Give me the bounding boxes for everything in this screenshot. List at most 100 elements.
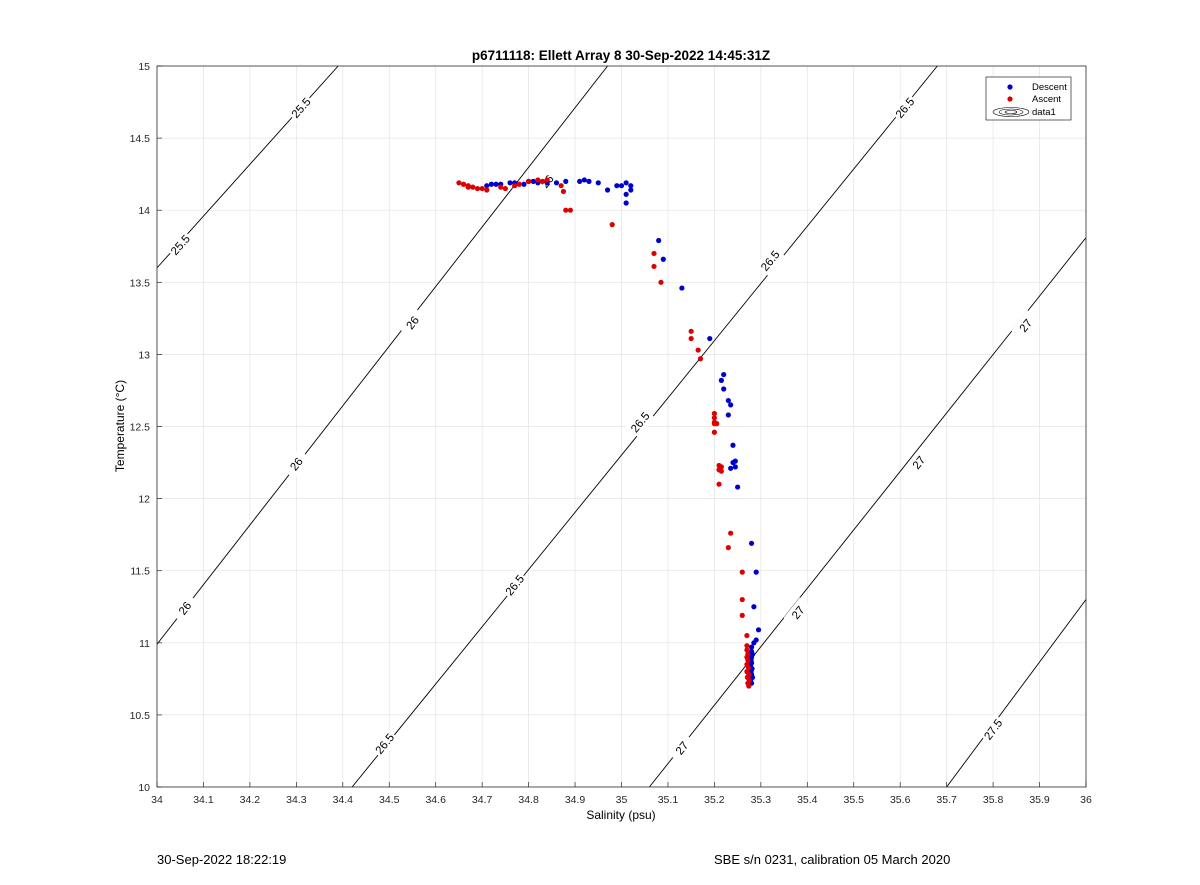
data-point-ascent — [688, 335, 694, 342]
data-point-ascent — [544, 177, 550, 183]
data-point-descent — [730, 459, 736, 466]
data-point-descent — [721, 386, 727, 392]
data-point-descent — [721, 371, 727, 378]
data-point-descent — [507, 180, 513, 186]
data-point-descent — [577, 178, 583, 184]
data-point-ascent — [484, 187, 490, 193]
data-point-ascent — [526, 178, 532, 184]
data-point-ascent — [516, 181, 522, 187]
density-contour-labels: 25.525.52626262626.526.526.526.526.52727… — [165, 92, 1040, 764]
data-point-descent — [521, 181, 527, 187]
contour-label-bg — [890, 92, 920, 123]
data-point-descent — [751, 604, 757, 610]
legend-entry-ascent: Ascent — [1032, 94, 1061, 105]
data-point-ascent — [560, 188, 567, 195]
data-point-ascent — [465, 184, 471, 190]
x-tick-label: 35.8 — [983, 794, 1004, 806]
data-point-ascent — [460, 181, 467, 187]
x-tick-label: 35.1 — [658, 794, 679, 806]
x-tick-label: 34.2 — [240, 794, 261, 806]
data-point-ascent — [539, 178, 546, 184]
data-point-descent — [732, 464, 738, 470]
data-point-descent — [604, 187, 611, 193]
data-point-ascent — [745, 657, 751, 663]
data-point-descent — [614, 183, 620, 189]
contour-label-bg — [398, 307, 427, 338]
axis-ticks: 34 34.1 34.2 34.3 34.4 34.5 34.6 34.7 34.8 34.9 35… — [130, 61, 1092, 806]
data-point-ascent — [746, 683, 752, 689]
y-tick-label: 15 — [138, 61, 150, 73]
x-axis-label: Salinity (psu) — [586, 808, 655, 822]
x-tick-label: 36 — [1080, 794, 1092, 806]
density-contour-line — [946, 599, 1086, 787]
data-point-ascent — [567, 207, 574, 213]
x-tick-label: 34.9 — [565, 794, 586, 806]
data-point-descent — [725, 397, 731, 404]
legend: Descent Ascent data1 — [985, 76, 1072, 121]
data-point-ascent — [470, 184, 476, 190]
data-point-ascent — [695, 347, 701, 353]
data-point-ascent — [688, 328, 694, 334]
data-point-descent — [656, 237, 662, 244]
contour-label-bg — [1011, 310, 1040, 341]
y-tick-label: 13 — [138, 349, 150, 361]
data-points — [456, 177, 762, 689]
legend-entry-data1: data1 — [1032, 107, 1056, 118]
density-contour-line — [157, 66, 608, 645]
x-tick-label: 34.4 — [333, 794, 354, 806]
data-point-descent — [530, 178, 536, 184]
data-point-ascent — [502, 185, 508, 192]
y-axis-label: Temperature (°C) — [113, 380, 127, 472]
data-point-descent — [728, 402, 734, 408]
data-point-ascent — [728, 530, 734, 536]
contour-label-bg — [904, 447, 934, 478]
data-point-descent — [753, 569, 759, 575]
data-point-descent — [623, 200, 629, 206]
footer-calibration: SBE s/n 0231, calibration 05 March 2020 — [714, 852, 951, 867]
data-point-descent — [755, 627, 762, 633]
y-tick-label: 13.5 — [130, 277, 151, 289]
data-point-ascent — [651, 263, 657, 270]
data-point-descent — [623, 180, 629, 186]
data-point-ascent — [697, 356, 704, 362]
y-tick-label: 12 — [138, 494, 150, 506]
x-tick-label: 35.2 — [704, 794, 725, 806]
data-point-ascent — [711, 410, 718, 417]
data-point-descent — [484, 183, 490, 189]
data-point-ascent — [658, 279, 664, 285]
x-tick-label: 34.7 — [472, 794, 493, 806]
data-point-descent — [623, 191, 629, 197]
data-point-descent — [728, 465, 734, 471]
contour-label-bg — [625, 407, 655, 438]
data-point-descent — [586, 178, 592, 184]
data-point-descent — [581, 177, 587, 183]
data-point-ascent — [512, 183, 518, 189]
data-point-ascent — [739, 612, 745, 619]
contour-label-bg — [170, 593, 200, 624]
data-point-ascent — [739, 569, 745, 575]
data-point-descent — [751, 640, 757, 646]
contour-label-bg — [500, 569, 530, 601]
contour-label-bg — [978, 714, 1008, 745]
data-point-ascent — [563, 207, 569, 213]
y-tick-label: 14 — [138, 205, 150, 217]
y-tick-label: 11 — [139, 638, 150, 650]
y-tick-label: 14.5 — [130, 133, 151, 145]
y-tick-label: 12.5 — [130, 422, 151, 434]
y-tick-label: 11.5 — [130, 566, 150, 578]
x-tick-label: 35.7 — [936, 794, 957, 806]
x-tick-label: 35.9 — [1029, 794, 1050, 806]
data-point-ascent — [498, 184, 504, 190]
data-point-ascent — [711, 421, 718, 427]
data-point-descent — [748, 644, 755, 650]
data-point-ascent — [558, 183, 564, 189]
data-point-ascent — [716, 481, 722, 487]
data-point-descent — [707, 335, 713, 342]
data-point-descent — [628, 183, 634, 189]
x-tick-label: 35 — [616, 794, 628, 806]
contour-label-bg — [165, 229, 195, 260]
data-point-ascent — [745, 664, 751, 670]
x-tick-label: 34.6 — [425, 794, 446, 806]
data-point-descent — [679, 285, 685, 291]
